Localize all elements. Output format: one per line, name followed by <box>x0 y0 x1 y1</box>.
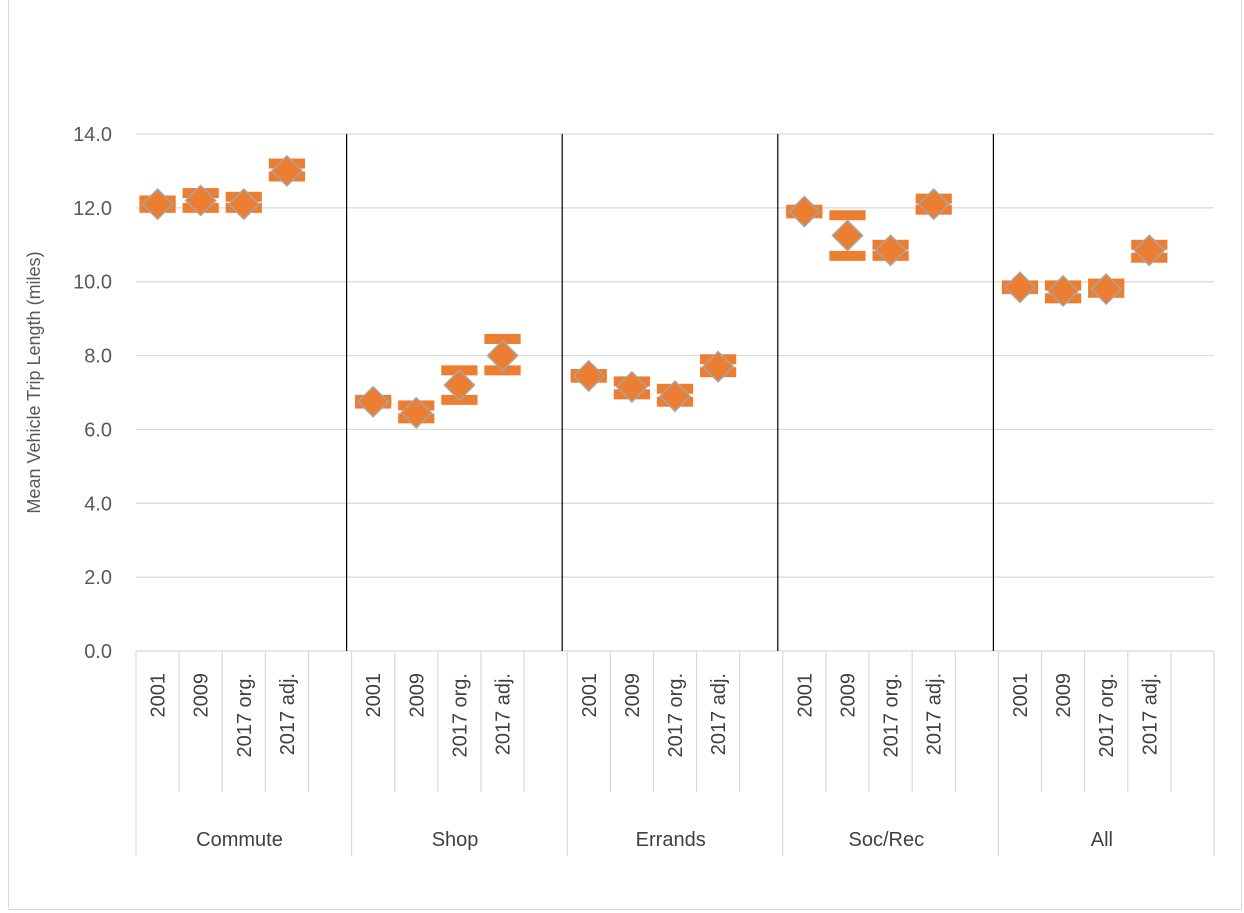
subcategory-label: 2001 <box>363 673 385 718</box>
group-label: Shop <box>432 829 479 851</box>
data-point-marker <box>658 380 692 413</box>
group-label: Commute <box>196 829 283 851</box>
subcategory-label: 2009 <box>191 673 213 718</box>
data-point-marker <box>227 188 260 221</box>
y-tick-label: 10.0 <box>73 272 112 294</box>
subcategory-label: 2001 <box>794 673 816 718</box>
subcategory-label: 2017 adj. <box>924 673 946 755</box>
data-point-marker <box>1047 274 1080 308</box>
subcategory-label: 2009 <box>622 673 644 718</box>
subcategory-label: 2001 <box>1010 673 1032 718</box>
y-tick-label: 6.0 <box>84 419 112 441</box>
subcategory-label: 2009 <box>837 673 859 718</box>
y-tick-label: 0.0 <box>84 641 112 663</box>
subcategory-label: 2017 org. <box>881 673 903 758</box>
y-axis-title: Mean Vehicle Trip Length (miles) <box>24 251 44 513</box>
y-tick-label: 4.0 <box>84 493 112 515</box>
subcategory-label: 2017 adj. <box>277 673 299 755</box>
data-point-marker <box>572 359 605 392</box>
y-tick-label: 2.0 <box>84 567 112 589</box>
subcategory-label: 2017 adj. <box>1139 673 1161 755</box>
data-point-marker <box>1133 234 1166 267</box>
subcategory-label: 2001 <box>148 673 170 718</box>
subcategory-label: 2017 adj. <box>708 673 730 755</box>
group-label: All <box>1091 829 1113 851</box>
data-point-marker <box>357 385 390 418</box>
subcategory-label: 2017 org. <box>665 673 687 758</box>
data-point-marker <box>141 188 174 221</box>
data-point-marker <box>917 188 950 221</box>
error-cap-upper <box>829 210 866 221</box>
y-tick-label: 8.0 <box>84 346 112 368</box>
data-point-marker <box>1090 273 1123 306</box>
y-tick-label: 14.0 <box>73 124 112 146</box>
subcategory-label: 2017 adj. <box>493 673 515 755</box>
subcategory-label: 2017 org. <box>234 673 256 758</box>
data-point-marker <box>788 195 821 228</box>
error-cap-upper <box>484 333 521 344</box>
data-point-marker <box>443 369 476 402</box>
data-point-marker <box>874 234 907 267</box>
data-point-marker <box>184 184 217 217</box>
subcategory-label: 2017 org. <box>449 673 471 758</box>
data-point-marker <box>1003 271 1037 304</box>
data-point-marker <box>831 219 864 252</box>
data-point-marker <box>702 350 735 383</box>
group-label: Errands <box>636 829 706 851</box>
y-tick-label: 12.0 <box>73 198 112 220</box>
data-point-marker <box>270 154 303 187</box>
chart-frame <box>8 0 1242 910</box>
group-label: Soc/Rec <box>848 829 924 851</box>
data-point-marker <box>615 370 648 404</box>
data-point-marker <box>486 339 519 372</box>
subcategory-label: 2017 org. <box>1096 673 1118 758</box>
data-point-marker <box>400 396 433 429</box>
subcategory-label: 2009 <box>1053 673 1075 718</box>
subcategory-label: 2009 <box>406 673 428 718</box>
error-cap-lower <box>829 250 866 261</box>
subcategory-label: 2001 <box>579 673 601 718</box>
